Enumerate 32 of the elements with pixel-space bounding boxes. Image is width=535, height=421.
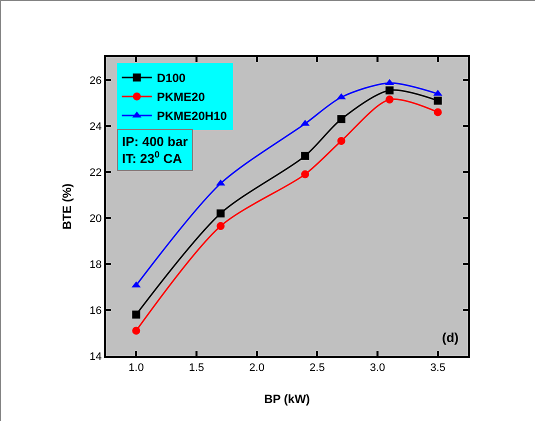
point — [132, 326, 140, 335]
annotation: (d) — [442, 330, 459, 345]
point — [301, 152, 310, 160]
point — [216, 222, 225, 230]
point — [434, 96, 442, 105]
y-tick-label: 16 — [90, 304, 102, 317]
y-tick-label: 14 — [90, 350, 102, 363]
annotation: IP: 400 bar IT: 23$^{0}$ CA — [122, 134, 188, 166]
x-tick-label: 3.0 — [370, 362, 386, 374]
x-tick-label: 3.5 — [430, 362, 446, 374]
y-tick-label: 20 — [90, 212, 102, 225]
x-tick-label: 1.5 — [188, 362, 204, 374]
point — [216, 209, 225, 218]
legend-label: PKME20 — [156, 90, 206, 104]
legend-label: PKME20H10 — [156, 109, 228, 124]
point — [337, 115, 346, 124]
y-tick-label: 18 — [90, 258, 102, 271]
y-axis-title: BTE (%) — [60, 184, 74, 230]
x-tick-label: 2.5 — [310, 362, 325, 374]
legend-label: D100 — [156, 71, 186, 86]
x-tick-label: 2.0 — [249, 362, 264, 374]
y-tick-label: 26 — [90, 74, 102, 87]
x-axis-title: BP (kW) — [264, 392, 310, 406]
y-tick-label: 24 — [90, 120, 102, 133]
point — [337, 136, 346, 145]
x-tick-label: 1.0 — [128, 362, 144, 374]
point — [132, 310, 140, 319]
point — [301, 170, 310, 178]
y-tick-label: 22 — [90, 166, 102, 179]
point — [386, 96, 394, 104]
point — [386, 86, 394, 94]
point — [434, 108, 442, 116]
